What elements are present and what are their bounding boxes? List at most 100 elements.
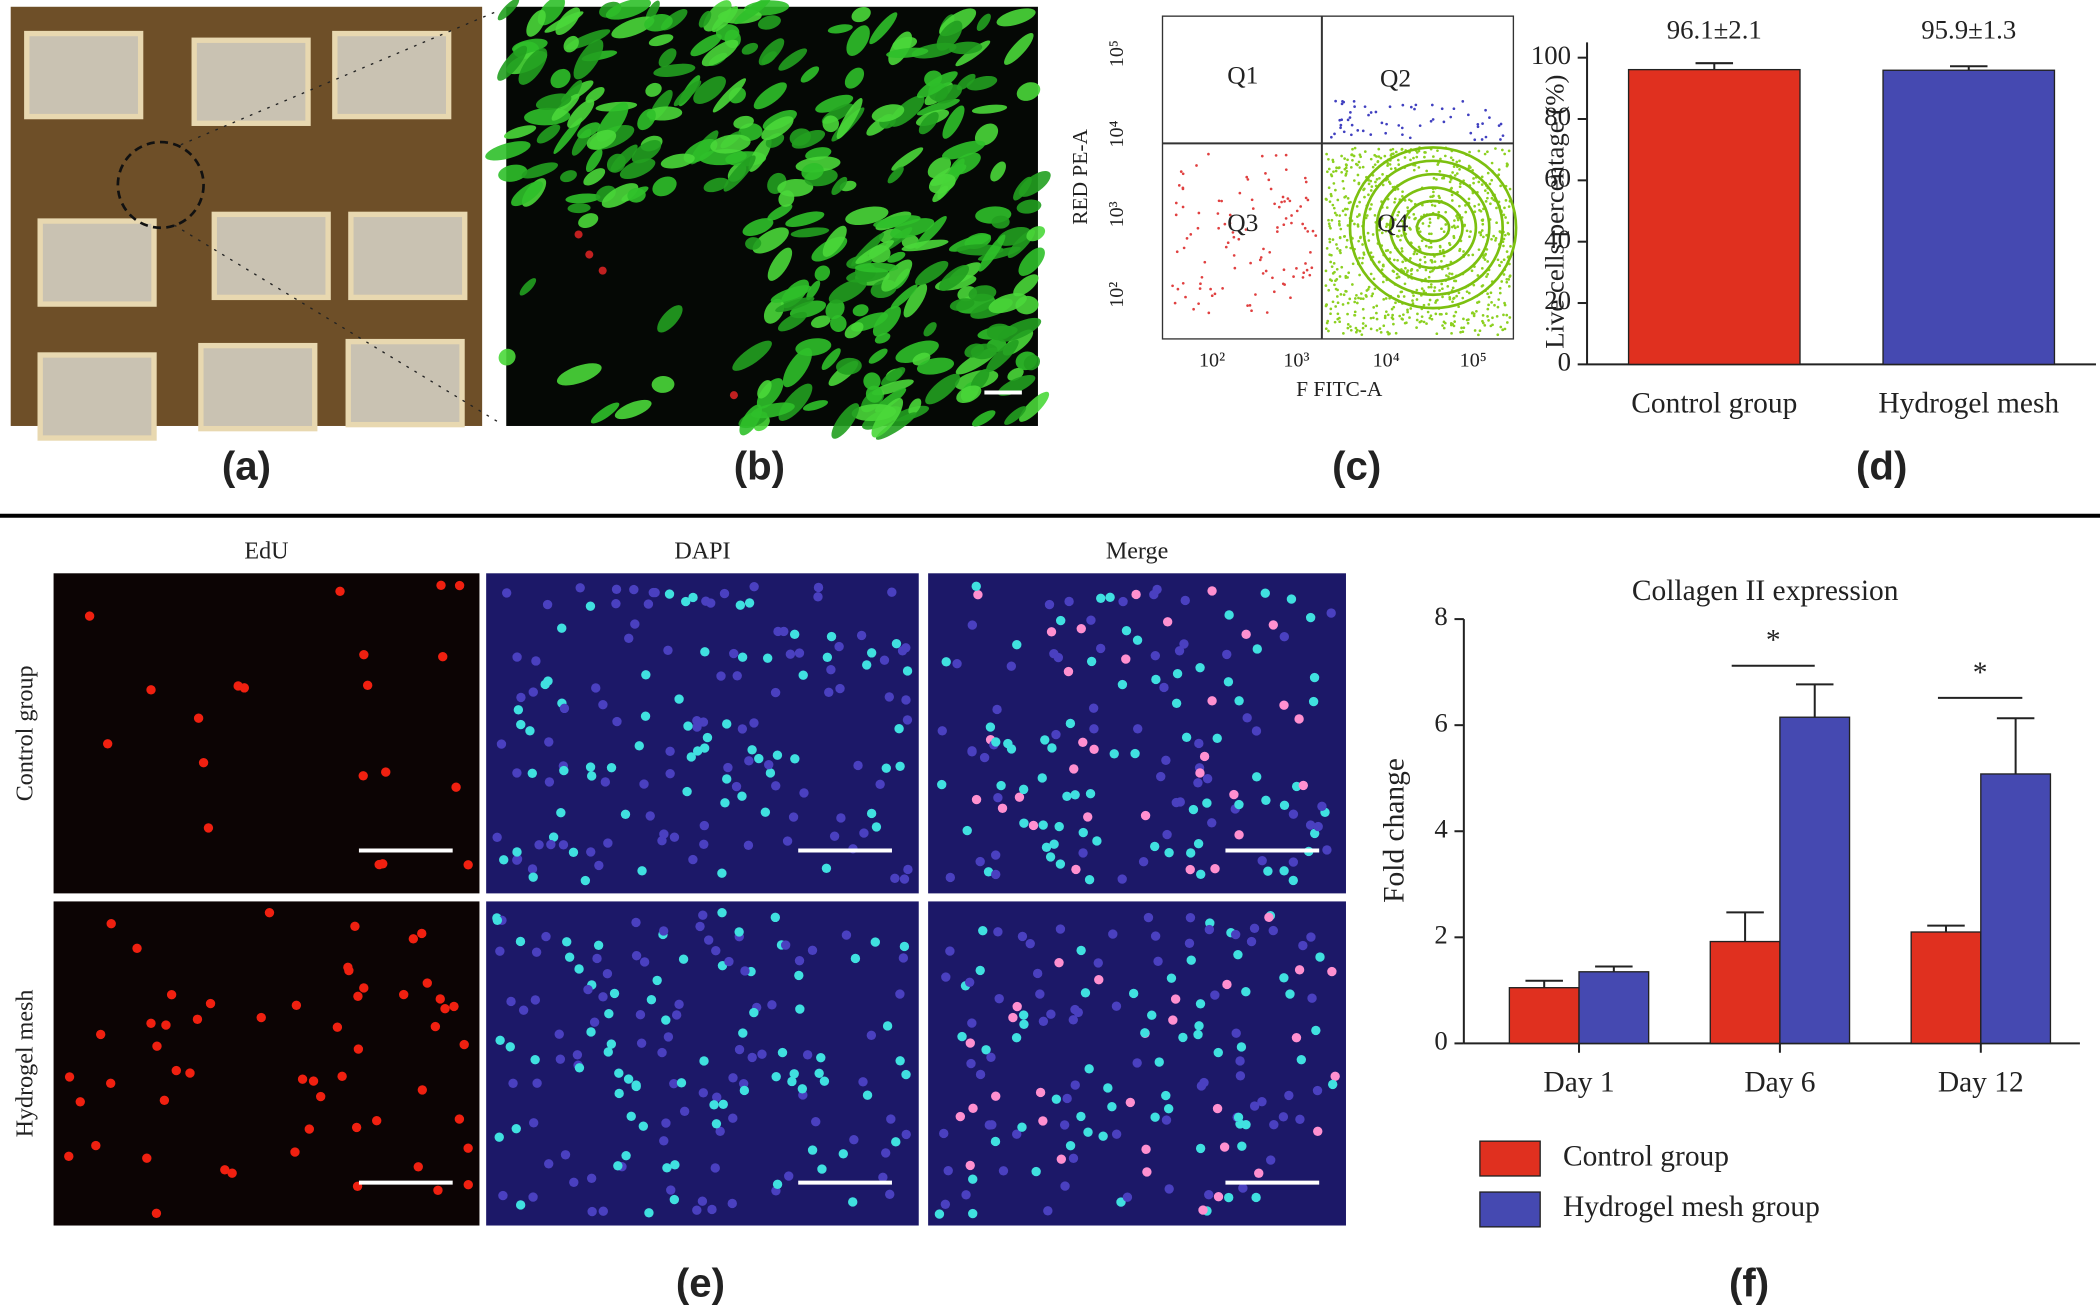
event-dot (1484, 200, 1488, 203)
nucleus (747, 1052, 757, 1063)
nucleus (698, 910, 708, 920)
nucleus (161, 1020, 171, 1030)
event-dot (1400, 247, 1404, 250)
nucleus (1076, 623, 1086, 634)
event-dot (1286, 197, 1290, 200)
y-tick-label: 10² (1106, 282, 1128, 308)
nucleus (695, 921, 705, 932)
nucleus (941, 657, 951, 667)
nucleus (1108, 929, 1118, 939)
nucleus (1196, 869, 1206, 880)
event-dot (1498, 291, 1502, 295)
nucleus (659, 829, 669, 839)
event-dot (1397, 163, 1401, 166)
nucleus (715, 1126, 725, 1137)
bar (1578, 971, 1650, 1045)
event-dot (1181, 172, 1185, 176)
nucleus (701, 596, 711, 606)
y-tick-label: 80 (1544, 101, 1571, 131)
live-cell (790, 227, 830, 238)
live-cell (916, 98, 960, 116)
mesh-pore (211, 211, 331, 301)
nucleus (598, 699, 608, 710)
nucleus (417, 1085, 428, 1095)
nucleus (586, 847, 596, 857)
event-dot (1360, 292, 1363, 295)
nucleus (709, 1100, 719, 1110)
event-dot (1390, 316, 1394, 319)
live-cell (830, 315, 847, 332)
nucleus (841, 930, 852, 940)
event-dot (1433, 286, 1437, 289)
event-dot (1401, 103, 1405, 107)
nucleus (1328, 1079, 1338, 1090)
quadrant-label: Q3 (1227, 208, 1258, 237)
live-cell (871, 379, 914, 396)
event-dot (1388, 182, 1392, 185)
nucleus (838, 1149, 848, 1159)
nucleus (350, 921, 360, 931)
live-cell (934, 84, 963, 104)
event-dot (1401, 318, 1404, 321)
x-tick-label: 10² (1199, 349, 1225, 371)
nucleus (934, 1209, 945, 1219)
event-dot (1415, 298, 1419, 301)
event-dot (1435, 178, 1438, 181)
nucleus (1116, 1197, 1126, 1207)
event-dot (1346, 158, 1349, 162)
live-cell (814, 265, 831, 281)
event-dot (1501, 134, 1505, 138)
event-dot (1488, 182, 1492, 186)
event-dot (1505, 164, 1509, 168)
nucleus (151, 1208, 162, 1218)
event-dot (1452, 297, 1455, 300)
event-dot (1249, 261, 1252, 265)
nucleus (1307, 993, 1317, 1003)
nucleus (1085, 789, 1096, 799)
event-dot (1468, 150, 1471, 154)
event-dot (1339, 227, 1343, 231)
nucleus (1096, 593, 1106, 603)
event-dot (1339, 251, 1342, 255)
event-dot (1493, 303, 1496, 307)
event-dot (1385, 310, 1388, 314)
event-dot (1415, 288, 1419, 292)
live-cell (831, 176, 848, 196)
event-dot (1501, 328, 1505, 332)
nucleus (1047, 743, 1057, 753)
live-cell (767, 204, 793, 221)
nucleus (1130, 748, 1140, 759)
event-dot (1396, 187, 1400, 191)
nucleus (965, 1160, 975, 1171)
nucleus (1069, 764, 1079, 774)
nucleus (512, 847, 522, 857)
event-dot (1409, 257, 1412, 260)
nucleus (353, 1044, 364, 1054)
live-cell (770, 285, 812, 303)
event-dot (1335, 267, 1339, 271)
event-dot (1410, 267, 1414, 271)
mesh-pore (332, 30, 452, 120)
event-dot (1499, 325, 1503, 329)
nucleus (1295, 1114, 1305, 1124)
event-dot (1420, 319, 1423, 323)
nucleus (1268, 620, 1278, 630)
nucleus (1186, 848, 1196, 858)
event-dot (1273, 202, 1276, 206)
nucleus (1089, 744, 1099, 754)
nucleus (1315, 952, 1325, 962)
nucleus (564, 952, 575, 962)
nucleus (1202, 774, 1213, 784)
nucleus (967, 746, 977, 756)
live-cell (789, 128, 811, 146)
nucleus (826, 665, 836, 675)
nucleus (353, 991, 363, 1001)
event-dot (1420, 315, 1424, 319)
event-dot (1351, 283, 1354, 286)
event-dot (1340, 102, 1344, 106)
event-dot (1371, 292, 1375, 296)
nucleus (711, 1119, 722, 1129)
nucleus (506, 996, 516, 1007)
live-cell (1016, 82, 1041, 101)
event-dot (1288, 199, 1292, 203)
